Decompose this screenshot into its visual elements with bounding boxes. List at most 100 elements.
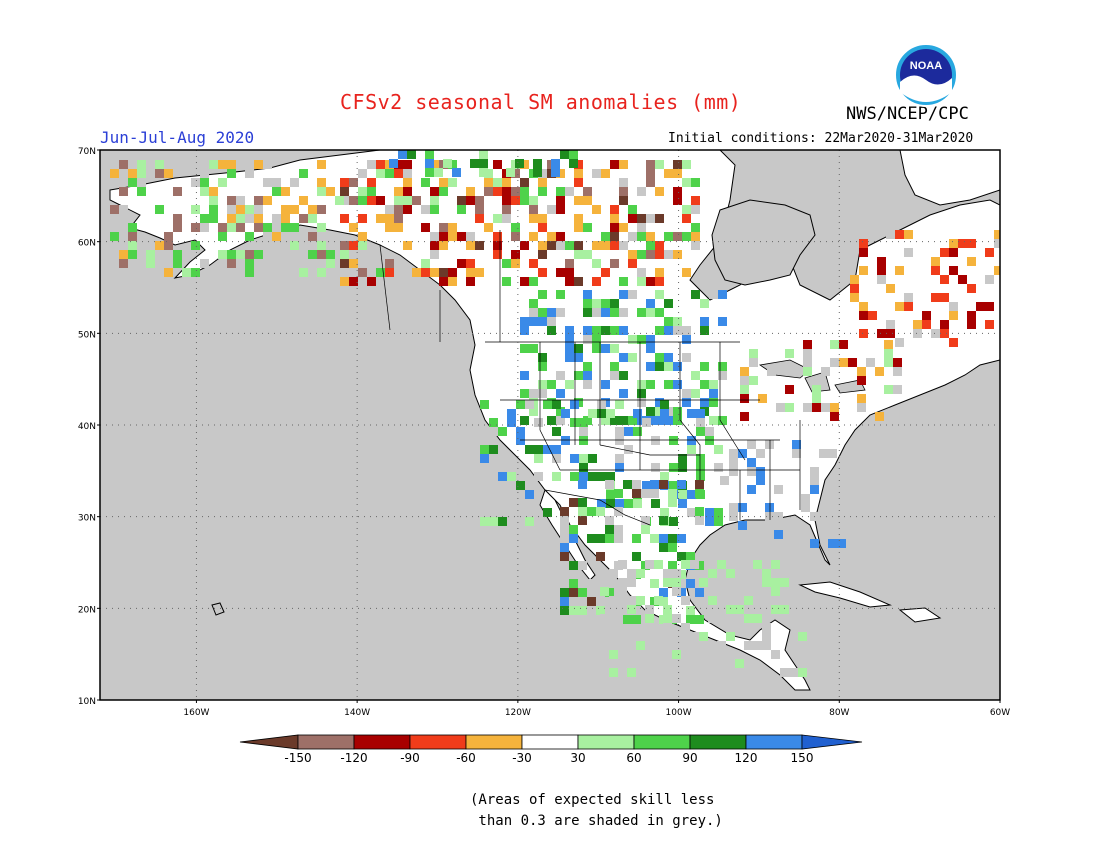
anomaly-cell (681, 623, 690, 632)
lon-label: 80W (829, 708, 849, 718)
anomaly-cell (641, 516, 650, 525)
anomaly-cell (340, 187, 349, 196)
anomaly-cell (439, 232, 448, 241)
anomaly-cell (281, 223, 290, 232)
anomaly-cell (146, 250, 155, 259)
anomaly-cell (985, 275, 994, 284)
anomaly-cell (678, 490, 687, 499)
anomaly-cell (543, 400, 552, 409)
anomaly-cell (227, 214, 236, 223)
anomaly-cell (317, 187, 326, 196)
anomaly-cell (308, 232, 317, 241)
anomaly-cell (628, 250, 637, 259)
anomaly-cell (610, 299, 619, 308)
anomaly-cell (655, 353, 664, 362)
anomaly-cell (637, 250, 646, 259)
anomaly-cell (600, 578, 609, 587)
anomaly-cell (803, 358, 812, 367)
anomaly-cell (774, 530, 783, 539)
lat-label: 70N (78, 147, 96, 157)
anomaly-cell (448, 160, 457, 169)
anomaly-cell (529, 344, 538, 353)
anomaly-cell (726, 605, 735, 614)
anomaly-cell (765, 512, 774, 521)
anomaly-cell (857, 394, 866, 403)
anomaly-cell (628, 214, 637, 223)
anomaly-cell (709, 380, 718, 389)
anomaly-cell (529, 407, 538, 416)
anomaly-cell (650, 480, 659, 489)
anomaly-cell (708, 596, 717, 605)
anomaly-cell (747, 458, 756, 467)
colorbar-segment (689, 734, 747, 750)
anomaly-cell (538, 380, 547, 389)
anomaly-cell (493, 250, 502, 259)
anomaly-cell (850, 275, 859, 284)
anomaly-cell (700, 380, 709, 389)
anomaly-cell (801, 503, 810, 512)
anomaly-cell (340, 196, 349, 205)
anomaly-cell (904, 230, 913, 239)
anomaly-cell (780, 596, 789, 605)
anomaly-cell (556, 268, 565, 277)
anomaly-cell (740, 385, 749, 394)
anomaly-cell (976, 302, 985, 311)
anomaly-cell (574, 178, 583, 187)
anomaly-cell (717, 668, 726, 677)
anomaly-cell (475, 196, 484, 205)
anomaly-cell (209, 160, 218, 169)
anomaly-cell (627, 677, 636, 686)
anomaly-cell (726, 569, 735, 578)
anomaly-cell (583, 371, 592, 380)
anomaly-cell (678, 499, 687, 508)
anomaly-cell (191, 268, 200, 277)
colorbar-segment (353, 734, 411, 750)
anomaly-cell (618, 641, 627, 650)
anomaly-cell (700, 326, 709, 335)
anomaly-cell (749, 376, 758, 385)
anomaly-cell (949, 266, 958, 275)
anomaly-cell (596, 552, 605, 561)
anomaly-cell (529, 196, 538, 205)
anomaly-cell (904, 293, 913, 302)
anomaly-cell (747, 440, 756, 449)
anomaly-cell (403, 178, 412, 187)
anomaly-cell (738, 449, 747, 458)
anomaly-cell (317, 268, 326, 277)
anomaly-cell (646, 362, 655, 371)
anomaly-cell (281, 205, 290, 214)
anomaly-cell (904, 248, 913, 257)
anomaly-cell (659, 516, 668, 525)
anomaly-cell (560, 150, 569, 159)
anomaly-cell (780, 578, 789, 587)
anomaly-cell (615, 400, 624, 409)
anomaly-cell (574, 250, 583, 259)
anomaly-cell (660, 409, 669, 418)
anomaly-cell (565, 268, 574, 277)
anomaly-cell (663, 623, 672, 632)
anomaly-cell (236, 205, 245, 214)
anomaly-cell (570, 400, 579, 409)
anomaly-cell (677, 552, 686, 561)
anomaly-cell (780, 668, 789, 677)
anomaly-cell (605, 516, 614, 525)
anomaly-cell (547, 308, 556, 317)
anomaly-cell (475, 214, 484, 223)
anomaly-cell (994, 239, 1000, 248)
anomaly-cell (200, 259, 209, 268)
anomaly-cell (803, 367, 812, 376)
anomaly-cell (592, 259, 601, 268)
anomaly-cell (349, 223, 358, 232)
anomaly-cell (610, 308, 619, 317)
anomaly-cell (227, 259, 236, 268)
anomaly-cell (588, 409, 597, 418)
anomaly-cell (895, 302, 904, 311)
anomaly-cell (534, 472, 543, 481)
anomaly-cell (600, 659, 609, 668)
anomaly-cell (565, 241, 574, 250)
anomaly-cell (430, 196, 439, 205)
anomaly-cell (587, 507, 596, 516)
anomaly-cell (587, 597, 596, 606)
anomaly-cell (624, 499, 633, 508)
anomaly-cell (682, 353, 691, 362)
